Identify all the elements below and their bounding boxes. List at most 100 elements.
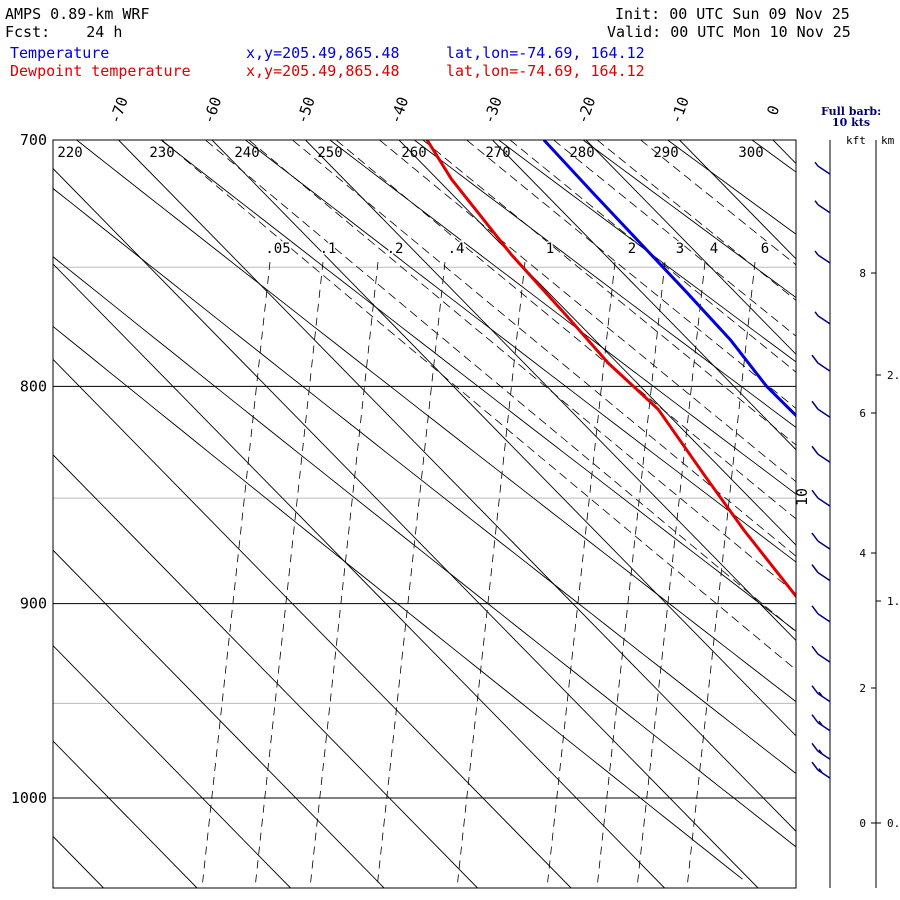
mixing-ratio-label: .05 <box>265 241 290 257</box>
temperature-tick-label: -10 <box>667 94 693 126</box>
moist-adiabat <box>465 140 796 409</box>
mixing-ratio-label: 6 <box>761 241 769 257</box>
mixing-ratio-line <box>546 261 616 888</box>
wind-barb-staff <box>817 254 831 264</box>
plot-area <box>53 114 900 888</box>
pressure-tick-label: 700 <box>20 131 47 149</box>
wind-barb <box>811 354 831 372</box>
wind-barb-half <box>818 749 823 755</box>
wind-barb-full <box>811 605 819 615</box>
legend-temperature-name: Temperature <box>10 44 110 62</box>
mixing-ratio-line <box>596 261 666 888</box>
isotherm <box>53 835 104 888</box>
isotherm <box>53 644 291 888</box>
isotherm <box>118 140 796 832</box>
theta-label: 250 <box>317 145 342 161</box>
wind-barb <box>811 445 831 463</box>
mixing-ratio-line <box>376 261 446 888</box>
theta-label: 290 <box>653 145 678 161</box>
mixing-ratio-line <box>201 261 271 888</box>
init-time: Init: 00 UTC Sun 09 Nov 25 <box>615 6 850 22</box>
wind-barb-staff <box>817 750 831 760</box>
moist-adiabat <box>291 140 796 557</box>
mixing-ratio-line <box>456 261 526 888</box>
theta-label: 230 <box>149 145 174 161</box>
kft-tick-label: 0 <box>859 817 866 830</box>
dry-adiabat <box>329 140 796 495</box>
moist-adiabat <box>248 140 796 595</box>
valid-label: Valid: <box>607 23 662 41</box>
mixing-ratio-label: 4 <box>710 241 718 257</box>
isotherm <box>867 140 900 888</box>
wind-barb-staff <box>817 204 831 214</box>
wind-barb <box>811 400 831 418</box>
mixing-ratio-label: 3 <box>676 241 684 257</box>
dry-adiabat <box>497 140 796 363</box>
wind-barb-staff <box>817 693 831 703</box>
pressure-tick-label: 1000 <box>11 789 47 807</box>
wind-barb <box>811 761 831 779</box>
pressure-tick-label: 900 <box>20 595 47 613</box>
isotherm <box>585 140 796 355</box>
wind-barb-staff <box>817 165 831 175</box>
wind-barb-staff <box>817 769 831 779</box>
moist-adiabat <box>640 140 796 266</box>
wind-barb <box>811 532 831 550</box>
wind-barb-full <box>811 400 819 410</box>
dry-adiabat <box>582 140 796 299</box>
mixing-ratio-label: .1 <box>320 241 337 257</box>
dry-adiabat <box>884 114 900 880</box>
init-value: 00 UTC Sun 09 Nov 25 <box>669 5 850 23</box>
wind-barb-staff <box>817 315 831 325</box>
wind-barb-half <box>818 768 823 773</box>
wind-barb <box>811 605 831 623</box>
mixing-ratio-line <box>636 261 706 888</box>
dewpoint-line <box>425 140 796 599</box>
kft-tick-label: 4 <box>859 547 866 560</box>
kft-tick-label: 2 <box>859 682 866 695</box>
wind-barb-full <box>811 354 819 364</box>
wind-barb-half <box>814 200 819 206</box>
theta-label: 270 <box>485 145 510 161</box>
dry-adiabat <box>53 325 743 880</box>
fcst-value: 24 h <box>86 23 123 41</box>
wind-barb <box>811 685 831 703</box>
valid-time: Valid: 00 UTC Mon 10 Nov 25 <box>607 24 851 40</box>
wind-barb-staff <box>817 653 831 663</box>
temperature-tick-label: -40 <box>386 94 412 126</box>
isotherm <box>305 140 796 642</box>
wind-barb <box>814 250 831 264</box>
theta-label: 260 <box>401 145 426 161</box>
wind-barb <box>811 714 831 732</box>
pressure-tick-label: 800 <box>20 377 47 395</box>
wind-barb <box>811 742 831 760</box>
legend-temperature-xy: x,y=205.49,865.48 <box>246 44 400 62</box>
theta-label: 240 <box>234 145 259 161</box>
isotherm <box>53 167 759 888</box>
wind-barb-full <box>811 532 819 542</box>
fcst-label: Fcst: <box>5 23 51 41</box>
dry-adiabat <box>244 140 796 563</box>
wind-barb <box>811 645 831 663</box>
wind-barb-staff <box>817 571 831 582</box>
theta-label: 300 <box>738 145 763 161</box>
kft-tick-label: 6 <box>859 407 866 420</box>
wind-barb-full <box>811 645 819 655</box>
theta-label: 280 <box>569 145 594 161</box>
isotherm <box>211 140 796 737</box>
forecast-label: Fcst: 24 h <box>5 24 122 40</box>
moist-adiabat <box>422 140 796 446</box>
moist-adiabat <box>509 140 796 373</box>
mixing-ratio-line <box>686 261 756 888</box>
temperature-tick-label: -30 <box>480 94 506 126</box>
mixing-ratio-label: .2 <box>387 241 404 257</box>
kft-tick-label: 8 <box>859 267 866 280</box>
wind-barb-full <box>811 714 819 724</box>
mixing-ratio-label: .4 <box>448 241 465 257</box>
legend-dewpoint-name: Dewpoint temperature <box>10 62 191 80</box>
moist-adiabat <box>596 140 796 301</box>
isotherm <box>53 740 198 888</box>
wind-barb <box>814 161 831 175</box>
barb-speed-marker: 10 <box>793 488 811 506</box>
